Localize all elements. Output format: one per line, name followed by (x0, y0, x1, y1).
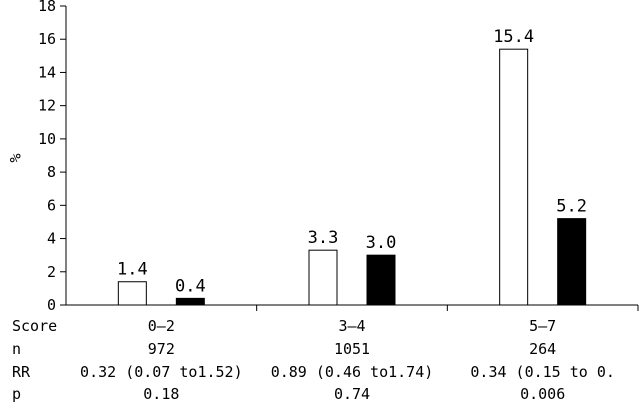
bar-data-label: 3.3 (308, 228, 339, 248)
table-cell: 0–2 (148, 317, 175, 335)
y-tick-label: 10 (38, 130, 56, 148)
y-ticks: 0 2 4 6 8 10 12 14 16 18 (38, 0, 66, 314)
y-tick-label: 6 (47, 196, 56, 214)
table-cell: 0.32 (0.07 to1.52) (80, 363, 243, 381)
table-cell: 0.34 (0.15 to 0. (470, 363, 615, 381)
bar (117, 281, 147, 306)
bar-data-label: 5.2 (556, 197, 587, 217)
bar-data-label: 0.4 (175, 276, 206, 296)
bar-data-label: 15.4 (493, 27, 534, 47)
bar (499, 48, 529, 306)
table-cell: 264 (529, 340, 556, 358)
table-cell: 0.18 (143, 385, 179, 403)
bar-data-label: 3.0 (366, 233, 397, 253)
y-tick-label: 16 (38, 30, 56, 48)
table-row-label: n (12, 340, 21, 358)
table-row-label: Score (12, 317, 57, 335)
table-cell: 0.74 (334, 385, 370, 403)
table-cell: 972 (148, 340, 175, 358)
y-tick-label: 12 (38, 97, 56, 115)
bars (117, 48, 587, 306)
y-tick-label: 4 (47, 230, 56, 248)
table-cell: 5–7 (529, 317, 556, 335)
table-row-label: p (12, 385, 21, 403)
y-tick-label: 0 (47, 296, 56, 314)
bar (175, 297, 205, 306)
y-tick-label: 14 (38, 63, 56, 81)
summary-table: Score 0–2 3–4 5–7 n 972 1051 264 RR 0.32 (0.07 to… (12, 317, 615, 403)
table-cell: 0.006 (520, 385, 565, 403)
bar (557, 218, 587, 306)
bar (366, 254, 396, 306)
table-cell: 1051 (334, 340, 370, 358)
axes (65, 6, 639, 311)
table-row-label: RR (12, 363, 31, 381)
y-axis-label: % (6, 153, 24, 162)
table-cell: 0.89 (0.46 to1.74) (271, 363, 434, 381)
table-cell: 3–4 (338, 317, 365, 335)
bar (308, 249, 338, 306)
y-tick-label: 8 (47, 163, 56, 181)
y-tick-label: 18 (38, 0, 56, 15)
bar-data-label: 1.4 (117, 260, 148, 280)
data-labels: 1.4 0.4 3.3 3.0 15.4 5.2 (117, 27, 587, 296)
y-tick-label: 2 (47, 263, 56, 281)
